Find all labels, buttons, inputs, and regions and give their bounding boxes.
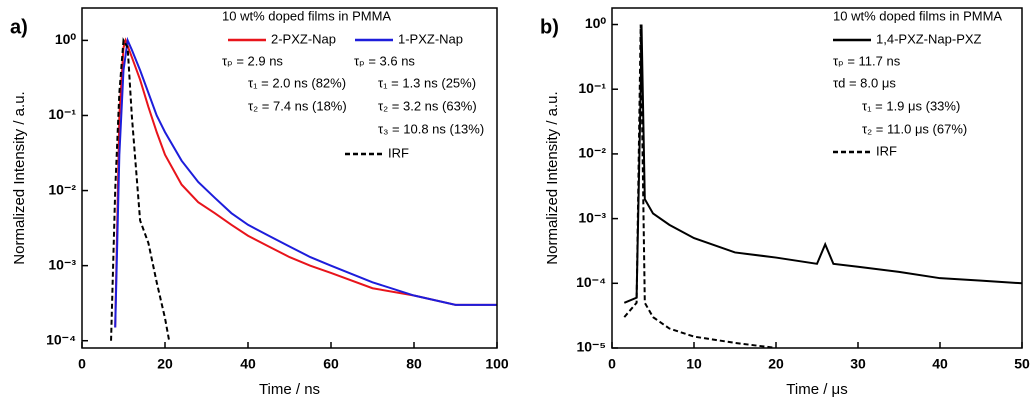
x-tick-label: 60 bbox=[323, 356, 339, 372]
legend-title: 10 wt% doped films in PMMA bbox=[833, 8, 1002, 23]
legend-label: 1-PXZ-Nap bbox=[398, 31, 463, 46]
y-tick-label: 10⁻² bbox=[48, 181, 76, 197]
x-tick-label: 50 bbox=[1014, 356, 1030, 372]
x-tick-label: 10 bbox=[686, 356, 702, 372]
x-tick-label: 0 bbox=[608, 356, 616, 372]
y-tick-label: 10⁻¹ bbox=[48, 106, 76, 122]
legend-label: IRF bbox=[388, 145, 409, 160]
x-tick-label: 100 bbox=[485, 356, 509, 372]
x-tick-label: 40 bbox=[240, 356, 256, 372]
annotation: τ₁ = 1.3 ns (25%) bbox=[378, 75, 476, 90]
legend-title: 10 wt% doped films in PMMA bbox=[222, 8, 391, 23]
x-tick-label: 20 bbox=[157, 356, 173, 372]
y-tick-label: 10⁰ bbox=[585, 15, 607, 31]
series-line bbox=[623, 24, 777, 348]
annotation: τ₂ = 7.4 ns (18%) bbox=[248, 98, 347, 113]
annotation: τₚ = 3.6 ns bbox=[354, 53, 415, 68]
y-axis-label: Normalized Intensity / a.u. bbox=[544, 91, 561, 264]
y-tick-label: 10⁻² bbox=[578, 145, 606, 161]
y-tick-label: 10⁻³ bbox=[48, 256, 76, 272]
legend-label: IRF bbox=[876, 143, 897, 158]
annotation: τₚ = 2.9 ns bbox=[222, 53, 283, 68]
annotation: τd = 8.0 μs bbox=[833, 75, 896, 90]
series-line bbox=[114, 36, 497, 328]
series-line bbox=[110, 37, 171, 341]
annotation: τ₁ = 2.0 ns (82%) bbox=[248, 75, 346, 90]
y-tick-label: 10⁻³ bbox=[578, 209, 606, 225]
y-tick-label: 10⁻¹ bbox=[578, 80, 606, 96]
series-line bbox=[623, 24, 1022, 304]
plot-frame bbox=[611, 7, 1023, 349]
annotation: τ₂ = 3.2 ns (63%) bbox=[378, 98, 477, 113]
x-axis-label: Time / ns bbox=[259, 381, 320, 398]
x-tick-label: 80 bbox=[406, 356, 422, 372]
y-tick-label: 10⁰ bbox=[55, 31, 77, 47]
legend-label: 2-PXZ-Nap bbox=[271, 31, 336, 46]
x-tick-label: 0 bbox=[78, 356, 86, 372]
annotation: τ₃ = 10.8 ns (13%) bbox=[378, 121, 484, 136]
x-tick-label: 40 bbox=[932, 356, 948, 372]
x-axis-label: Time / μs bbox=[786, 381, 847, 398]
panel-label: a) bbox=[10, 16, 28, 38]
x-tick-label: 30 bbox=[850, 356, 866, 372]
annotation: τ₁ = 1.9 μs (33%) bbox=[862, 98, 960, 113]
annotation: τ₂ = 11.0 μs (67%) bbox=[862, 121, 967, 136]
annotation: τₚ = 11.7 ns bbox=[833, 53, 901, 68]
y-tick-label: 10⁻⁴ bbox=[46, 331, 76, 347]
panel-label: b) bbox=[540, 16, 559, 38]
x-tick-label: 20 bbox=[768, 356, 784, 372]
legend-label: 1,4-PXZ-Nap-PXZ bbox=[876, 31, 982, 46]
series-line bbox=[114, 37, 497, 328]
y-axis-label: Normalized Intensity / a.u. bbox=[11, 91, 28, 264]
y-tick-label: 10⁻⁴ bbox=[576, 274, 606, 290]
plot-frame bbox=[81, 7, 498, 349]
y-tick-label: 10⁻⁵ bbox=[576, 339, 606, 355]
